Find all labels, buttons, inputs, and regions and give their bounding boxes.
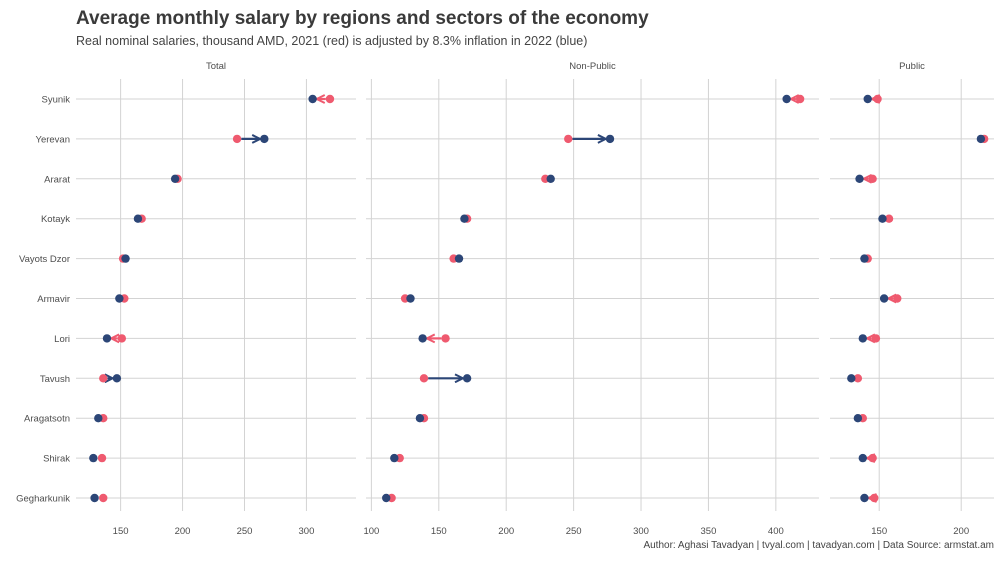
point-2021: [873, 94, 882, 104]
region-label: Yerevan: [35, 134, 70, 145]
x-tick-label: 300: [299, 526, 315, 537]
point-2022: [853, 414, 863, 423]
point-2021: [564, 134, 573, 144]
region-label: Gegharkunik: [16, 494, 70, 505]
point-2022: [546, 174, 555, 183]
point-2021: [853, 374, 863, 383]
x-tick-label: 200: [953, 526, 969, 537]
region-label: Shirak: [43, 454, 70, 465]
point-2022: [115, 294, 124, 303]
panel-public: Public 150 200: [830, 61, 994, 537]
point-2022: [454, 254, 464, 263]
point-2022: [879, 294, 889, 303]
region-label: Tavush: [40, 374, 70, 385]
x-tick-label: 200: [498, 526, 514, 537]
point-2022: [460, 214, 469, 223]
point-2022: [112, 374, 122, 383]
point-2022: [406, 294, 415, 303]
point-2021: [325, 94, 335, 104]
point-2022: [847, 374, 856, 383]
point-2022: [855, 174, 864, 183]
region-label: Lori: [54, 334, 70, 345]
x-tick-label: 100: [363, 526, 379, 537]
panel-strip-label: Public: [899, 61, 925, 72]
point-2021: [871, 334, 881, 343]
point-2022: [462, 374, 472, 383]
region-label: Aragatsotn: [24, 414, 70, 425]
point-2022: [382, 493, 391, 503]
point-2022: [860, 254, 869, 263]
panel-strip-label: Non-Public: [569, 61, 616, 72]
point-2022: [976, 134, 986, 144]
point-2022: [878, 214, 887, 223]
point-2021: [893, 294, 902, 303]
point-2021: [99, 493, 108, 503]
point-2022: [605, 134, 615, 144]
panel-non-public: Non-Public 100 150 200 250 300 350 400: [363, 61, 819, 537]
point-2021: [99, 374, 108, 383]
point-2021: [232, 134, 242, 144]
point-2021: [868, 174, 877, 183]
chart-title: Average monthly salary by regions and se…: [76, 8, 649, 29]
x-tick-label: 300: [633, 526, 649, 537]
x-tick-label: 250: [566, 526, 582, 537]
point-2021: [868, 453, 877, 463]
panel-total: Total 150 200 250 300: [76, 61, 356, 537]
chart-subtitle: Real nominal salaries, thousand AMD, 202…: [76, 34, 588, 48]
point-2022: [121, 254, 130, 263]
point-2022: [863, 94, 872, 104]
point-2022: [390, 453, 399, 463]
point-2022: [89, 453, 98, 463]
point-2021: [870, 493, 879, 503]
point-2022: [858, 334, 867, 343]
point-2022: [415, 414, 425, 423]
point-2021: [97, 453, 107, 463]
point-2021: [795, 94, 805, 104]
region-label: Ararat: [44, 174, 70, 185]
point-2022: [782, 94, 791, 104]
chart-caption: Author: Aghasi Tavadyan | tvyal.com | ta…: [643, 540, 994, 551]
x-tick-label: 350: [701, 526, 717, 537]
point-2022: [308, 94, 317, 104]
point-2022: [90, 493, 99, 503]
x-tick-label: 150: [871, 526, 887, 537]
region-label: Vayots Dzor: [19, 254, 70, 265]
x-tick-label: 400: [768, 526, 784, 537]
point-2022: [94, 414, 103, 423]
point-2022: [858, 453, 867, 463]
point-2022: [260, 134, 269, 144]
x-tick-label: 150: [431, 526, 447, 537]
point-2021: [441, 334, 450, 343]
region-label: Syunik: [41, 95, 70, 106]
point-2022: [133, 214, 143, 223]
x-tick-label: 200: [175, 526, 191, 537]
x-tick-label: 250: [237, 526, 253, 537]
region-label: Armavir: [37, 294, 70, 305]
point-2021: [884, 214, 894, 223]
panel-strip-label: Total: [206, 61, 226, 72]
point-2022: [170, 174, 180, 183]
point-2021: [117, 334, 127, 343]
point-2022: [418, 334, 427, 343]
x-tick-label: 150: [113, 526, 129, 537]
point-2022: [102, 334, 112, 343]
point-2022: [860, 493, 869, 503]
point-2021: [419, 374, 429, 383]
region-label: Kotayk: [41, 214, 70, 225]
